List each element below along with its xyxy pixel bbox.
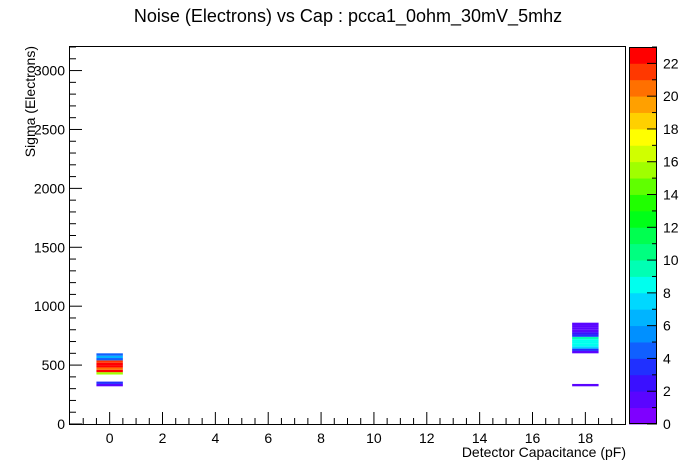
x-tick-label: 4 [211,430,219,446]
colorbar-segment [629,96,657,113]
heatmap-cell [96,372,123,375]
x-tick-label: 2 [159,430,167,446]
heatmap-cell [572,350,599,354]
colorbar-segment [629,243,657,261]
heatmap-cell [96,362,123,366]
colorbar-segment [629,325,657,343]
heatmap-cell [96,353,123,356]
colorbar-segment [629,342,657,359]
heatmap-cell [572,329,599,333]
colorbar-segment [629,47,657,64]
y-tick-label: 1500 [34,239,65,255]
colorbar-segment [629,391,657,409]
heatmap-cell [96,355,123,359]
x-tick-label: 8 [317,430,325,446]
heatmap-cell [572,343,599,347]
colorbar-tick-label: 2 [663,383,671,399]
y-tick-label: 3000 [34,63,65,79]
x-tick-label: 10 [366,430,382,446]
y-tick-label: 0 [57,416,65,432]
colorbar-segment [629,374,657,392]
colorbar-tick-label: 22 [663,55,679,71]
heatmap-cell [96,369,123,373]
colorbar-tick-label: 8 [663,285,671,301]
y-tick-label: 2500 [34,121,65,137]
heatmap-cell [572,325,599,328]
x-axis: 0 2 4 6 8 10 12 14 16 18 [82,412,613,446]
colorbar-tick-label: 16 [663,154,679,170]
colorbar-segment [629,260,657,277]
chart-title: Noise (Electrons) vs Cap : pcca1_0ohm_30… [134,6,562,27]
heatmap-cell [572,346,599,349]
colorbar-segment [629,178,657,195]
heatmap-cell [96,367,123,370]
colorbar-segment [629,79,657,97]
colorbar-segment [629,227,657,245]
heatmap-cell [96,360,123,363]
colorbar-segment [629,309,657,327]
colorbar-segment [629,292,657,310]
colorbar-frame [629,47,657,424]
heatmap-cell [96,383,123,387]
x-tick-label: 16 [525,430,541,446]
x-tick-label: 0 [106,430,114,446]
heatmap-cell [96,358,123,361]
colorbar-tick-label: 0 [663,416,671,432]
x-axis-label: Detector Capacitance (pF) [462,444,626,460]
colorbar-segment [629,161,657,179]
colorbar-tick-label: 20 [663,88,679,104]
heatmap-cell [572,322,599,326]
heatmap-cell [96,365,123,368]
heatmap-cell [96,381,123,384]
colorbar-segment [629,276,657,294]
y-axis-label: Sigma (Electrons) [22,46,38,157]
colorbar-tick-label: 6 [663,318,671,334]
x-tick-label: 12 [419,430,435,446]
heatmap-cell [572,327,599,330]
heatmap-cell [572,336,599,340]
colorbar-segment [629,358,657,376]
y-axis: 0 500 1000 1500 2000 2500 3000 [34,46,82,432]
x-tick-label: 6 [264,430,272,446]
y-tick-label: 500 [42,357,66,373]
y-tick-label: 1000 [34,298,65,314]
colorbar-tick-label: 10 [663,252,679,268]
colorbar-segment [629,210,657,228]
colorbar-segment [629,63,657,81]
plot-area: 0 2 4 6 8 10 12 14 16 18 0 500 1000 1500 2000 2500 3000 [34,46,626,446]
heatmap-cell [572,383,599,387]
colorbar-tick-label: 18 [663,121,679,137]
colorbar-segment [629,194,657,212]
colorbar-tick-label: 4 [663,350,671,366]
heatmap-cells [96,322,599,387]
colorbar-segment [629,128,657,146]
plot-frame [69,46,626,425]
colorbar-segment [629,112,657,130]
y-tick-label: 2000 [34,180,65,196]
x-tick-label: 14 [472,430,488,446]
heatmap-cell [572,332,599,335]
colorbar-segment [629,145,657,163]
heatmap-cell [572,348,599,351]
heatmap-cell [572,339,599,342]
heatmap-cell [572,334,599,337]
colorbar-tick-label: 12 [663,219,679,235]
colorbar: 0 2 4 6 8 10 12 14 16 18 20 22 [629,46,679,432]
colorbar-tick-label: 14 [663,187,679,203]
colorbar-segment [629,407,657,425]
heatmap-cell [572,341,599,344]
x-tick-label: 18 [578,430,594,446]
